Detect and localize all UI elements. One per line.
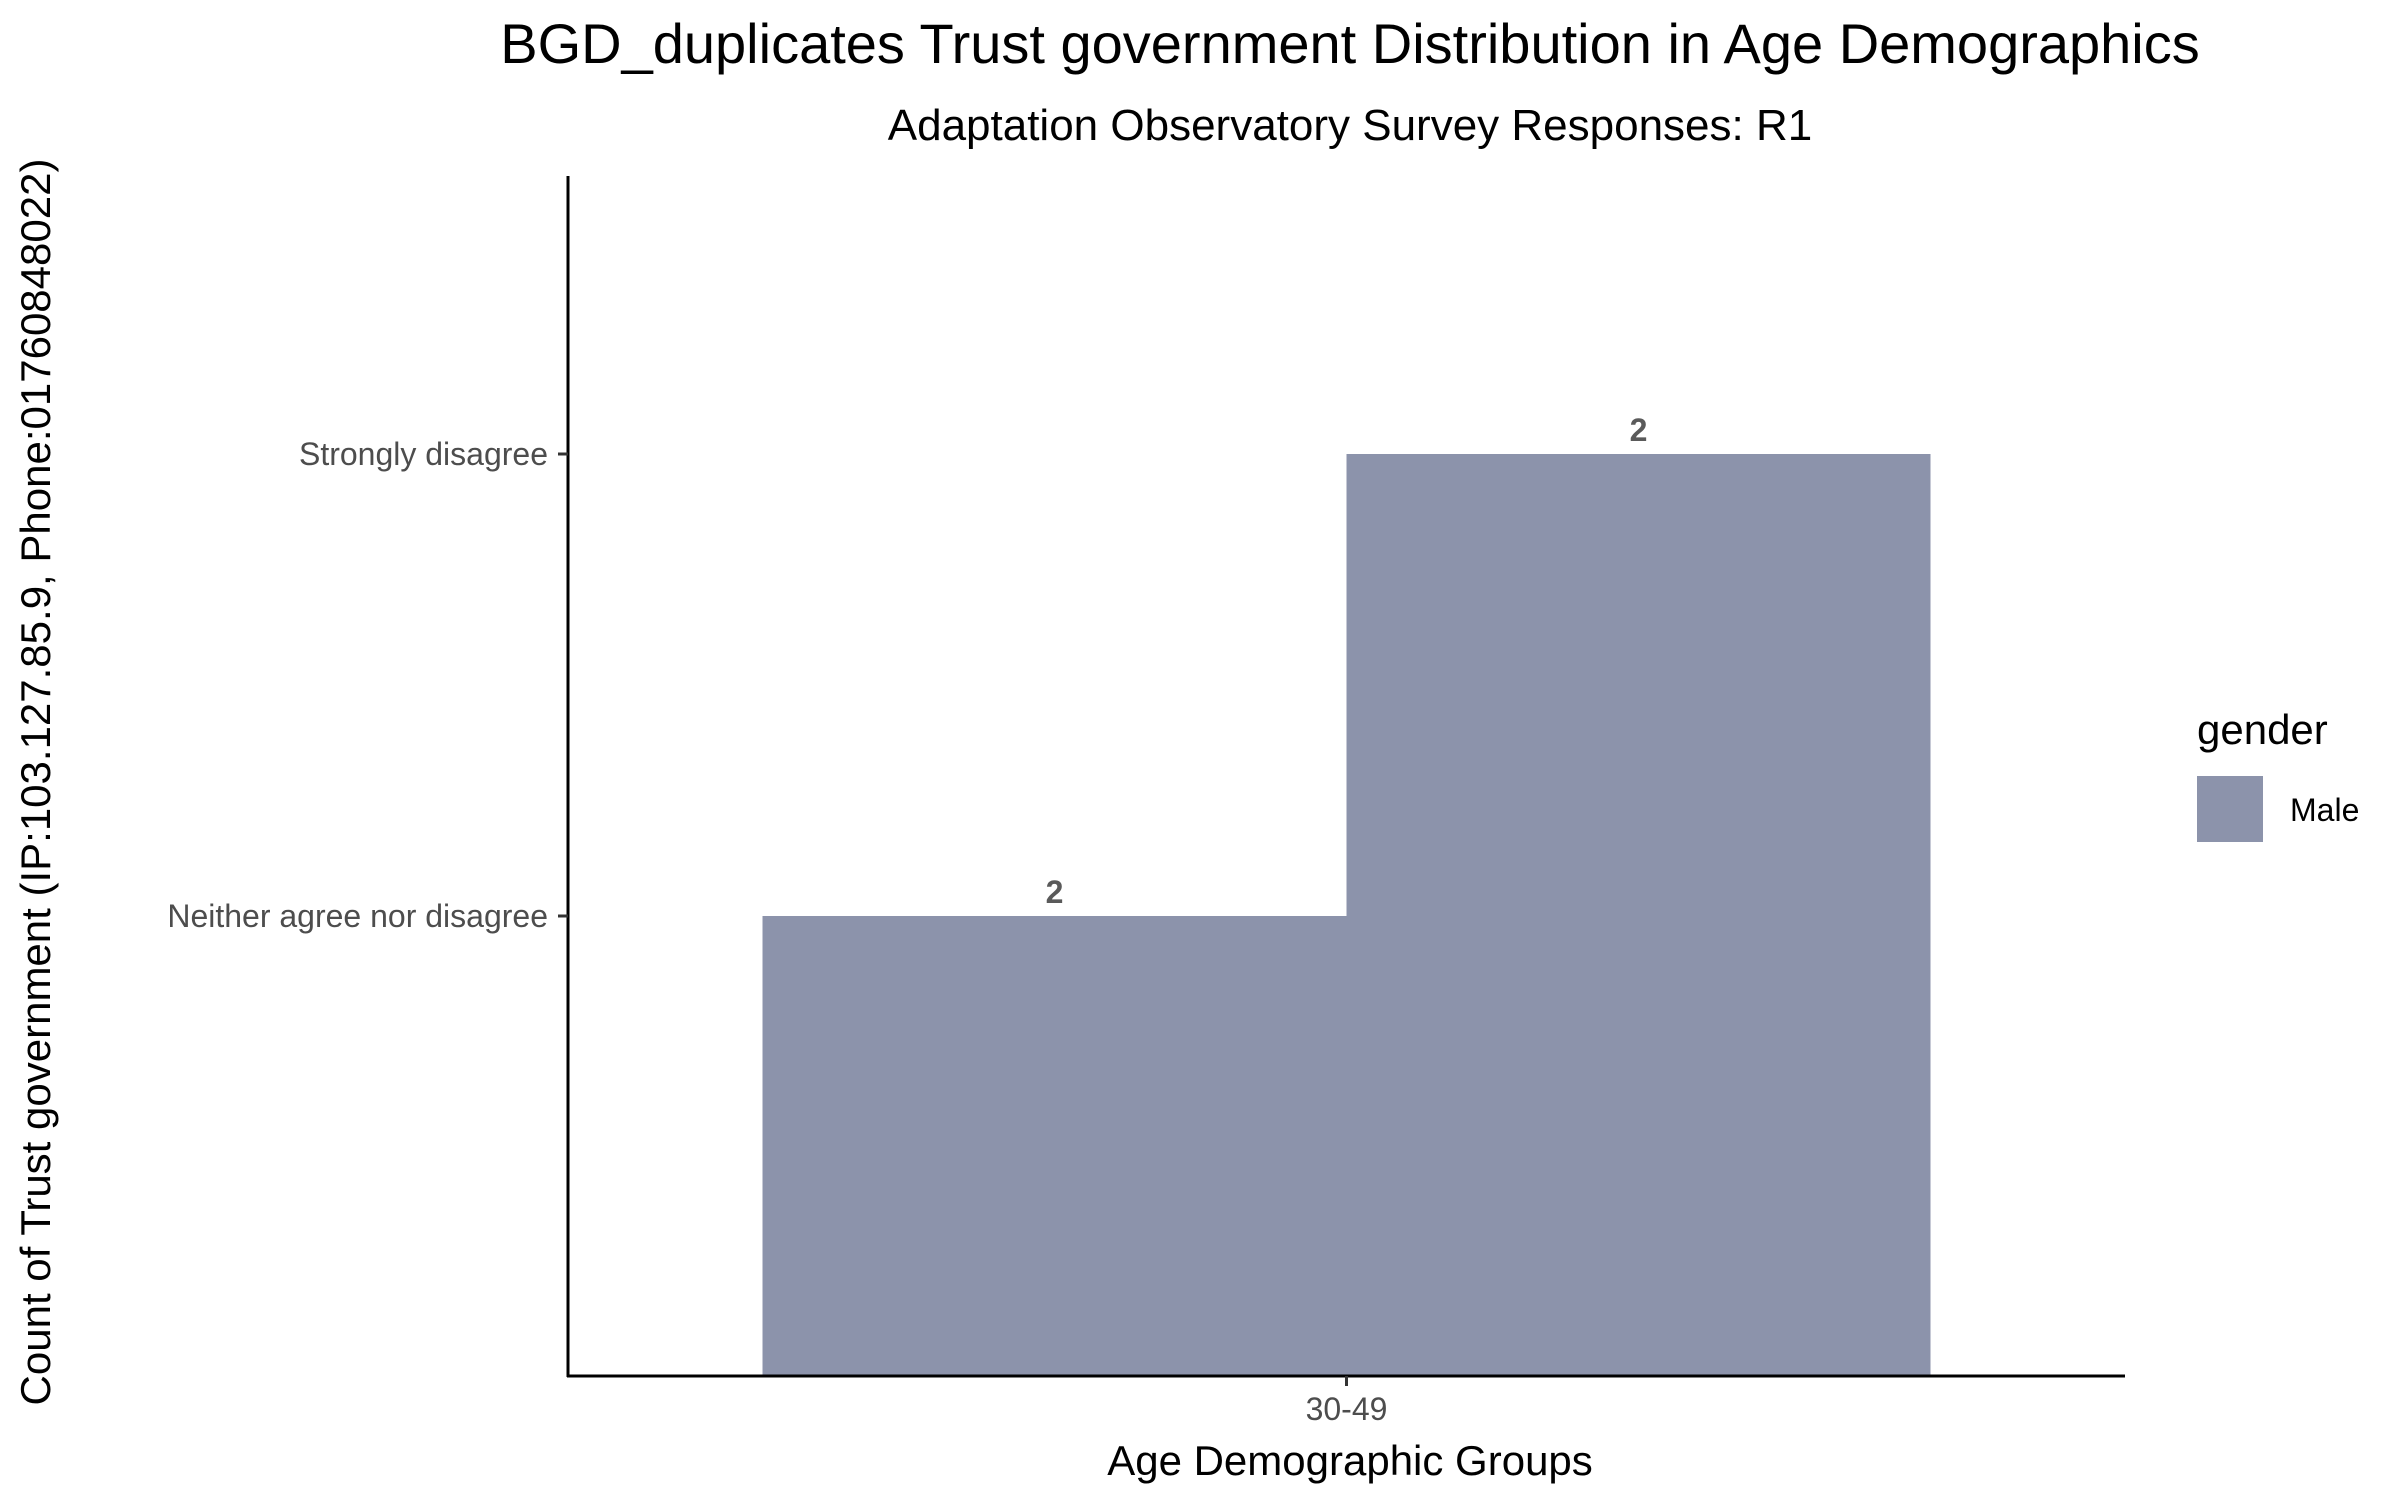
legend-label: Male <box>2290 792 2359 828</box>
x-axis-title: Age Demographic Groups <box>1107 1437 1593 1484</box>
x-tick-label: 30-49 <box>1306 1391 1388 1427</box>
bar-data-label: 2 <box>1046 874 1064 910</box>
legend-title: gender <box>2197 706 2328 753</box>
chart-subtitle: Adaptation Observatory Survey Responses:… <box>888 101 1812 150</box>
legend: gender Male <box>2197 706 2359 842</box>
bar <box>1346 454 1931 1376</box>
y-tick-label: Neither agree nor disagree <box>167 898 548 934</box>
bar-data-label: 2 <box>1630 412 1648 448</box>
bar <box>762 916 1347 1376</box>
chart-title: BGD_duplicates Trust government Distribu… <box>500 12 2200 75</box>
y-axis-title: Count of Trust government (IP:103.127.85… <box>12 159 59 1406</box>
legend-key <box>2197 776 2263 842</box>
y-tick-label: Strongly disagree <box>299 436 548 472</box>
plot-area: 2 2 Neither agree nor disagree Strongly dis… <box>167 176 2125 1427</box>
